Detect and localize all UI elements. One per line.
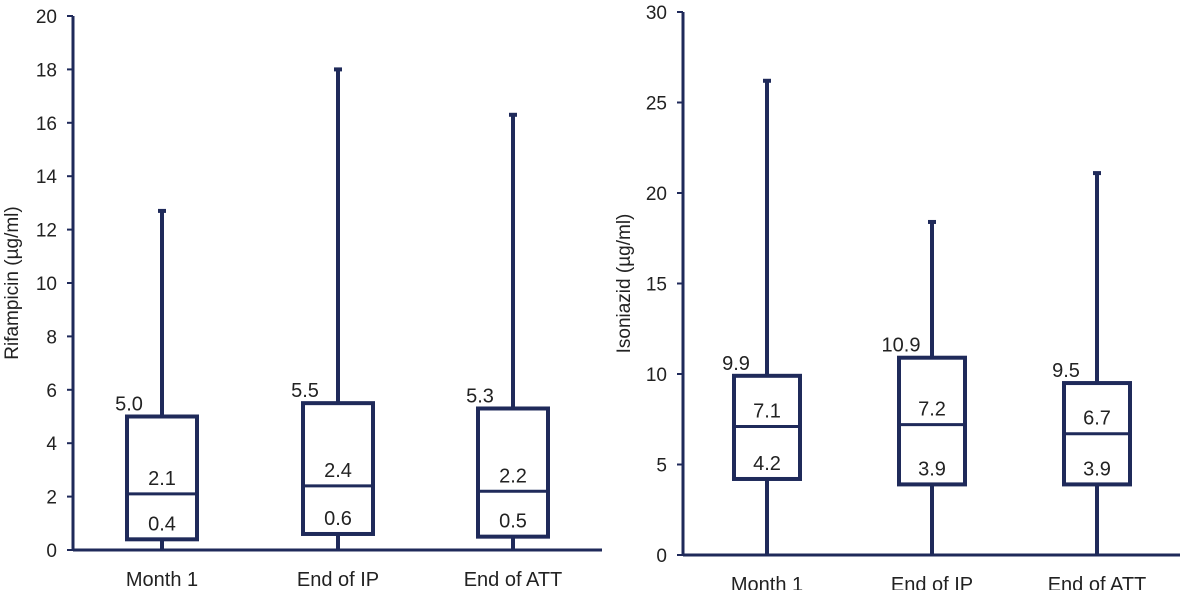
y-tick-label: 0 [46, 541, 57, 562]
q3-label: 5.3 [466, 385, 494, 407]
q1-label: 0.4 [148, 513, 176, 535]
q3-label: 5.5 [291, 380, 319, 402]
chart-panel-2: 0 5 10 15 20 25 30 Isoniazid (µg/ml) 9.9 7.1 4.2 Mo… [614, 3, 1180, 595]
q1-label: 4.2 [753, 453, 781, 475]
x-tick-label: End of ATT [1048, 574, 1147, 590]
y-tick-label: 20 [36, 7, 57, 28]
y-tick-label: 2 [46, 488, 57, 509]
x-tick-label: Month 1 [731, 574, 803, 590]
x-tick-label: Month 1 [126, 569, 198, 590]
median-label: 2.1 [148, 468, 176, 490]
median-label: 7.2 [918, 399, 946, 421]
y-axis-title: Rifampicin (µg/ml) [2, 206, 23, 359]
q1-label: 3.9 [918, 458, 946, 480]
box-2: 10.9 7.2 3.9 End of IP [882, 219, 973, 595]
y-tick-label: 16 [36, 114, 57, 135]
y-tick-label: 8 [46, 327, 57, 348]
q3-label: 9.5 [1052, 360, 1080, 382]
iqr-box [301, 401, 375, 536]
median-label: 2.2 [499, 465, 527, 487]
iqr-box [125, 414, 199, 542]
y-tick-label: 25 [646, 94, 667, 115]
y-tick-label: 12 [36, 221, 57, 242]
y-axis-title: Isoniazid (µg/ml) [614, 214, 635, 354]
x-tick-label: End of IP [297, 569, 379, 590]
y-tick-label: 14 [36, 167, 58, 188]
iqr-box [897, 355, 967, 487]
median-label: 2.4 [324, 460, 352, 482]
q3-label: 5.0 [115, 394, 143, 416]
median-label: 7.1 [753, 400, 781, 422]
y-tick-label: 30 [646, 3, 667, 24]
x-tick-label: End of ATT [464, 569, 563, 590]
y-tick-label: 5 [656, 456, 667, 477]
y-tick-label: 18 [36, 60, 57, 81]
box-3: 9.5 6.7 3.9 End of ATT [1048, 171, 1147, 595]
x-tick-label: End of IP [891, 574, 973, 590]
box-3: 5.3 2.2 0.5 End of ATT [464, 112, 563, 591]
q1-label: 0.5 [499, 511, 527, 533]
y-tick-label: 10 [36, 274, 57, 295]
median-label: 6.7 [1083, 408, 1111, 430]
q3-label: 9.9 [722, 353, 750, 375]
q1-label: 0.6 [324, 508, 352, 530]
box-2: 5.5 2.4 0.6 End of IP [291, 67, 379, 591]
y-tick-label: 10 [646, 365, 667, 386]
y-tick-label: 15 [646, 275, 667, 296]
iqr-box [476, 406, 550, 539]
y-tick-label: 20 [646, 184, 667, 205]
box-1: 5.0 2.1 0.4 Month 1 [115, 208, 199, 591]
q1-label: 3.9 [1083, 458, 1111, 480]
y-tick-label: 4 [46, 434, 57, 455]
chart-panel-1: 0 2 4 6 8 10 12 14 16 18 20 Rifampicin (µg/ml) 5.0 2.… [2, 7, 602, 591]
q3-label: 10.9 [882, 335, 921, 357]
y-tick-label: 6 [46, 381, 57, 402]
y-tick-label: 0 [656, 546, 667, 567]
box-1: 9.9 7.1 4.2 Month 1 [722, 78, 803, 595]
